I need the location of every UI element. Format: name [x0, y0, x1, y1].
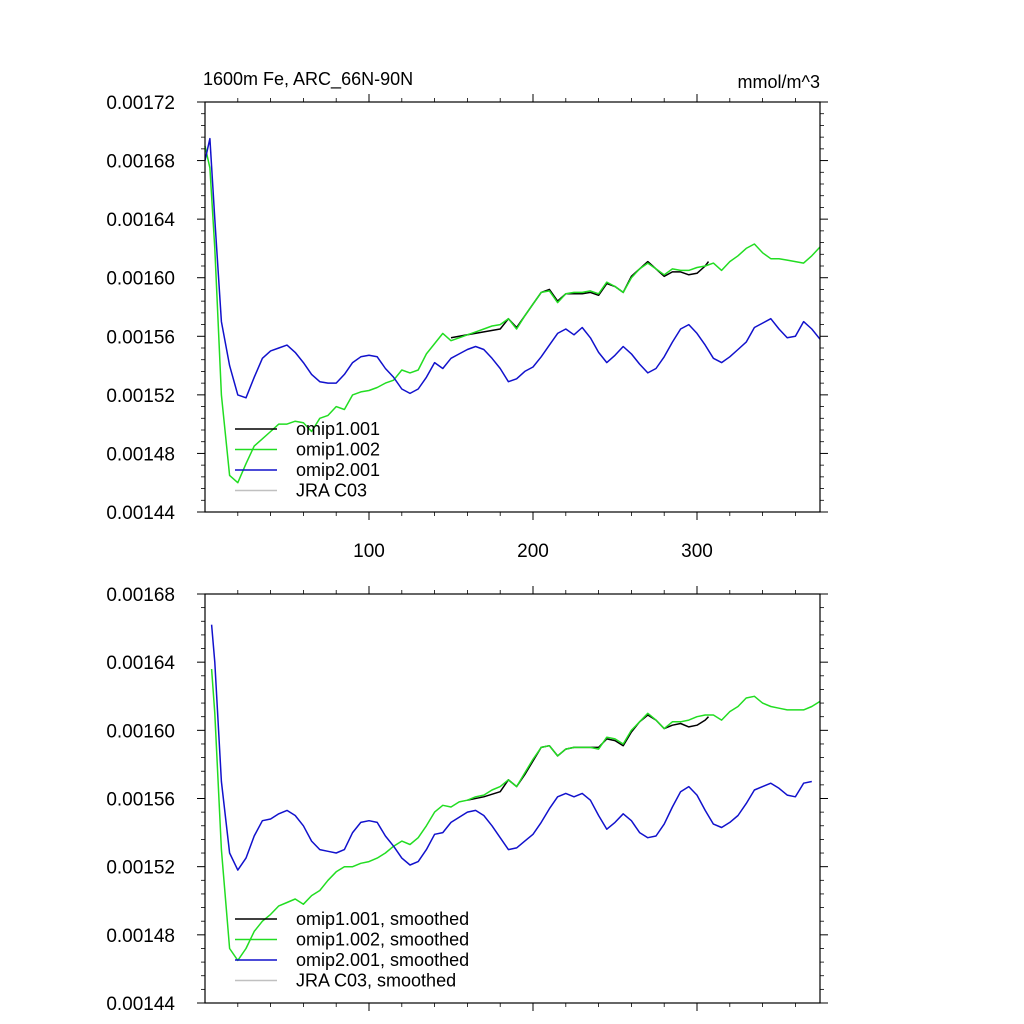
bottom-ytick-label: 0.00156: [106, 790, 175, 811]
bottom-ytick-label: 0.00144: [106, 994, 175, 1015]
top-ytick-label: 0.00164: [106, 210, 175, 231]
top-ytick-label: 0.00148: [106, 444, 175, 465]
top-ytick-label: 0.00156: [106, 327, 175, 348]
top-legend-label: omip1.001: [296, 419, 380, 439]
top-chart-units: mmol/m^3: [738, 72, 820, 92]
top-xtick-label: 100: [353, 541, 385, 562]
bottom-ytick-label: 0.00168: [106, 585, 175, 606]
bottom-ytick-label: 0.00152: [106, 858, 175, 879]
top-ytick-label: 0.00160: [106, 269, 175, 290]
top-ytick-label: 0.00168: [106, 152, 175, 173]
bottom-legend-label: JRA C03, smoothed: [296, 971, 456, 991]
bottom-legend-label: omip1.001, smoothed: [296, 909, 469, 929]
bottom-legend-label: omip1.002, smoothed: [296, 930, 469, 950]
bottom-series-line-2: [210, 624, 812, 871]
bottom-ytick-label: 0.00164: [106, 653, 175, 674]
top-legend-label: omip1.002: [296, 440, 380, 460]
top-legend-label: JRA C03: [296, 481, 367, 501]
top-series-line-2: [204, 137, 821, 399]
top-series-line-0: [450, 260, 710, 339]
top-ytick-label: 0.00144: [106, 503, 175, 524]
top-legend-label: omip2.001: [296, 460, 380, 480]
top-ytick-label: 0.00152: [106, 386, 175, 407]
top-series-line-1: [204, 145, 821, 484]
top-xtick-label: 300: [681, 541, 713, 562]
bottom-ytick-label: 0.00160: [106, 721, 175, 742]
top-xtick-label: 200: [517, 541, 549, 562]
bottom-ytick-label: 0.00148: [106, 926, 175, 947]
top-panel: 1600m Fe, ARC_66N-90N mmol/m^3 omip1.001…: [106, 69, 828, 562]
bottom-series-line-1: [210, 668, 821, 962]
top-ytick-label: 0.00172: [106, 93, 175, 114]
bottom-legend-label: omip2.001, smoothed: [296, 950, 469, 970]
top-chart-title: 1600m Fe, ARC_66N-90N: [203, 69, 413, 90]
bottom-series-line-0: [467, 714, 710, 801]
top-plot-frame: [204, 101, 821, 513]
